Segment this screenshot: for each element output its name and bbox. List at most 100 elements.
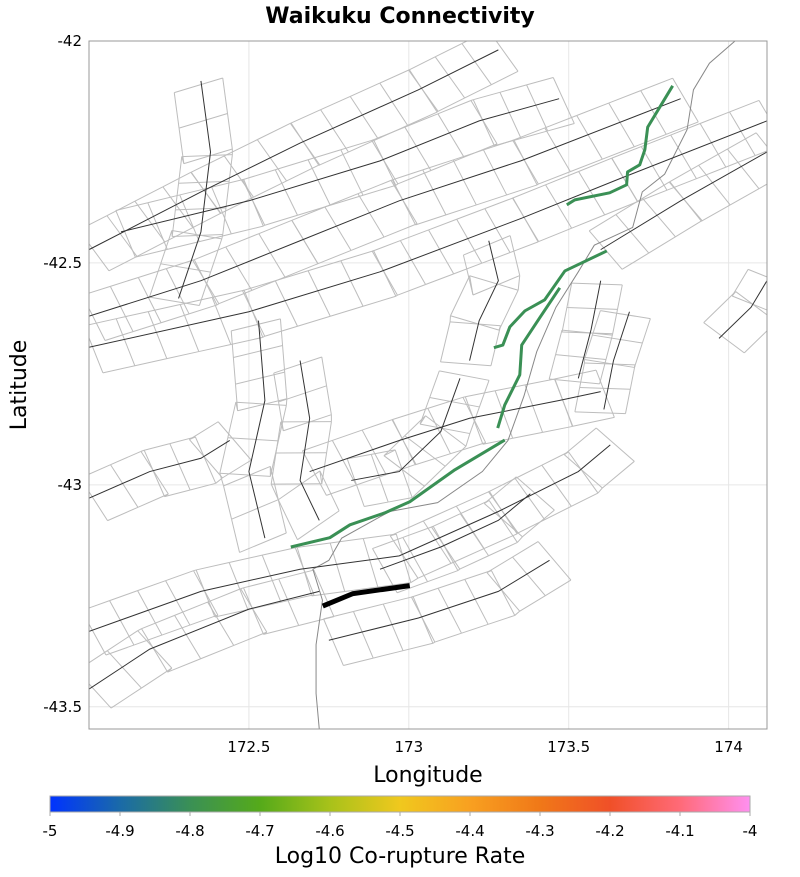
subsection-edge: [361, 419, 393, 431]
subsection-edge: [457, 568, 461, 571]
subsection-edge: [261, 554, 282, 603]
subsection-edge: [487, 614, 515, 625]
subsection-edge: [568, 451, 599, 494]
subsection-edge: [169, 443, 191, 491]
subsection-edge: [277, 499, 287, 534]
subsection-edge: [137, 590, 163, 636]
subsection-edge: [584, 362, 636, 366]
subsection-edge: [107, 630, 138, 652]
fault-trace: [379, 493, 531, 570]
subsection-edge: [164, 227, 194, 243]
subsection-edge: [321, 452, 328, 484]
subsection-edge: [115, 202, 148, 211]
subsection-edge: [340, 260, 364, 307]
subsection-edge: [544, 127, 571, 172]
colorbar-tick-label: -5: [43, 822, 58, 840]
subsection-edge: [161, 624, 191, 636]
subsection-edge: [302, 439, 333, 452]
subsection-edge: [434, 632, 462, 643]
subsection-edge: [110, 276, 139, 287]
subsection-edge: [258, 233, 286, 278]
fault-trace: [718, 280, 767, 339]
subsection-edge: [541, 451, 569, 466]
subsection-edge: [165, 570, 194, 582]
plot-frame: [88, 40, 768, 730]
subsection-edge: [216, 303, 220, 306]
subsection-edge: [699, 111, 730, 124]
subsection-edge: [428, 218, 457, 231]
subsection-edge: [278, 470, 321, 501]
y-tick-label: -42: [58, 32, 83, 50]
subsection-edge: [290, 122, 320, 166]
subsection-edge: [89, 318, 117, 326]
subsection-edge: [340, 250, 374, 262]
subsection-edge: [174, 615, 202, 660]
subsection-edge: [456, 219, 483, 264]
fault-trace: [89, 120, 767, 348]
subsection-edge: [228, 154, 233, 182]
colorbar-tick-label: -4.6: [315, 822, 344, 840]
subsection-edge: [495, 41, 519, 72]
subsection-edge: [461, 41, 469, 44]
subsection-edge: [545, 184, 573, 229]
subsection-edge: [536, 183, 539, 186]
subsection-edge: [273, 356, 322, 374]
subsection-edge: [291, 206, 326, 221]
y-axis-ticks: -42 -42.5 -43 -43.5: [43, 32, 82, 716]
subsection-edge: [214, 609, 249, 618]
subsection-edge: [481, 252, 511, 264]
subsection-edge: [469, 275, 519, 291]
subsection-edge: [284, 372, 288, 399]
subsection-edge: [350, 236, 385, 251]
y-tick-label: -43.5: [43, 698, 82, 716]
subsection-edge: [524, 378, 555, 386]
subsection-edge: [194, 436, 217, 484]
coastline: [312, 41, 736, 729]
subsection-edge: [571, 492, 599, 507]
subsection-edge: [89, 336, 104, 374]
subsection-edge: [256, 139, 287, 182]
subsection-edge: [174, 601, 208, 616]
subsection-edge: [396, 581, 428, 594]
subsection-edge: [383, 596, 414, 605]
subsection-edge: [428, 229, 455, 275]
subsection-edge: [729, 99, 760, 113]
subsection-edge: [148, 304, 181, 313]
subsection-edge: [329, 542, 346, 592]
subsection-edge: [483, 533, 518, 550]
subsection-edge: [192, 246, 226, 261]
subsection-edge: [110, 450, 142, 466]
fault-trace: [469, 240, 499, 361]
subsection-edge: [188, 304, 218, 315]
subsection-edge: [235, 371, 285, 385]
fault-trace: [600, 151, 767, 251]
subsection-edge: [437, 113, 465, 158]
subsection-edge: [134, 358, 167, 367]
subsection-edge: [242, 290, 266, 337]
subsection-edge: [499, 84, 527, 93]
subsection-edge: [522, 509, 555, 538]
subsection-edge: [181, 154, 233, 158]
subsection-edge: [450, 275, 471, 316]
subsection-edge: [228, 562, 249, 610]
fault-trace: [89, 444, 611, 632]
subsection-edge: [410, 577, 419, 584]
subsection-edge: [278, 401, 284, 431]
subsection-edge: [383, 449, 396, 457]
subsection-edge: [343, 657, 374, 666]
subsection-edge: [286, 164, 320, 182]
subsection-edge: [307, 159, 331, 206]
subsection-edge: [637, 189, 668, 203]
subsection-edge: [545, 171, 579, 186]
x-axis-label: Longitude: [373, 763, 482, 788]
subsection-edge: [395, 294, 398, 297]
subsection-edge: [253, 180, 287, 198]
source-rupture-waikuku: [321, 583, 411, 609]
subsection-edge: [512, 541, 539, 558]
subsection-edge: [669, 164, 699, 183]
subsection-edge: [147, 311, 168, 359]
subsection-edge: [395, 533, 412, 583]
subsection-edge: [417, 562, 452, 579]
subsection-edge: [512, 197, 540, 242]
subsection-edge: [484, 197, 514, 210]
